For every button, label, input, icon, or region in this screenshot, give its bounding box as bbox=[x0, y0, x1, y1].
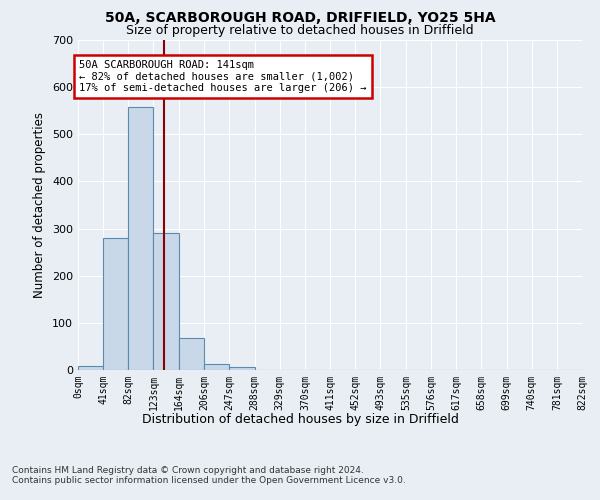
Bar bbox=[229, 366, 254, 370]
Bar bbox=[179, 338, 203, 370]
Text: Contains HM Land Registry data © Crown copyright and database right 2024.: Contains HM Land Registry data © Crown c… bbox=[12, 466, 364, 475]
Text: Size of property relative to detached houses in Driffield: Size of property relative to detached ho… bbox=[126, 24, 474, 37]
Bar bbox=[103, 238, 128, 370]
Text: Contains public sector information licensed under the Open Government Licence v3: Contains public sector information licen… bbox=[12, 476, 406, 485]
Text: 50A, SCARBOROUGH ROAD, DRIFFIELD, YO25 5HA: 50A, SCARBOROUGH ROAD, DRIFFIELD, YO25 5… bbox=[104, 11, 496, 25]
Bar bbox=[154, 233, 179, 370]
Bar bbox=[205, 364, 229, 370]
Bar bbox=[78, 366, 103, 370]
Text: 50A SCARBOROUGH ROAD: 141sqm
← 82% of detached houses are smaller (1,002)
17% of: 50A SCARBOROUGH ROAD: 141sqm ← 82% of de… bbox=[79, 60, 367, 93]
Text: Distribution of detached houses by size in Driffield: Distribution of detached houses by size … bbox=[142, 412, 458, 426]
Bar bbox=[128, 108, 154, 370]
Y-axis label: Number of detached properties: Number of detached properties bbox=[34, 112, 46, 298]
